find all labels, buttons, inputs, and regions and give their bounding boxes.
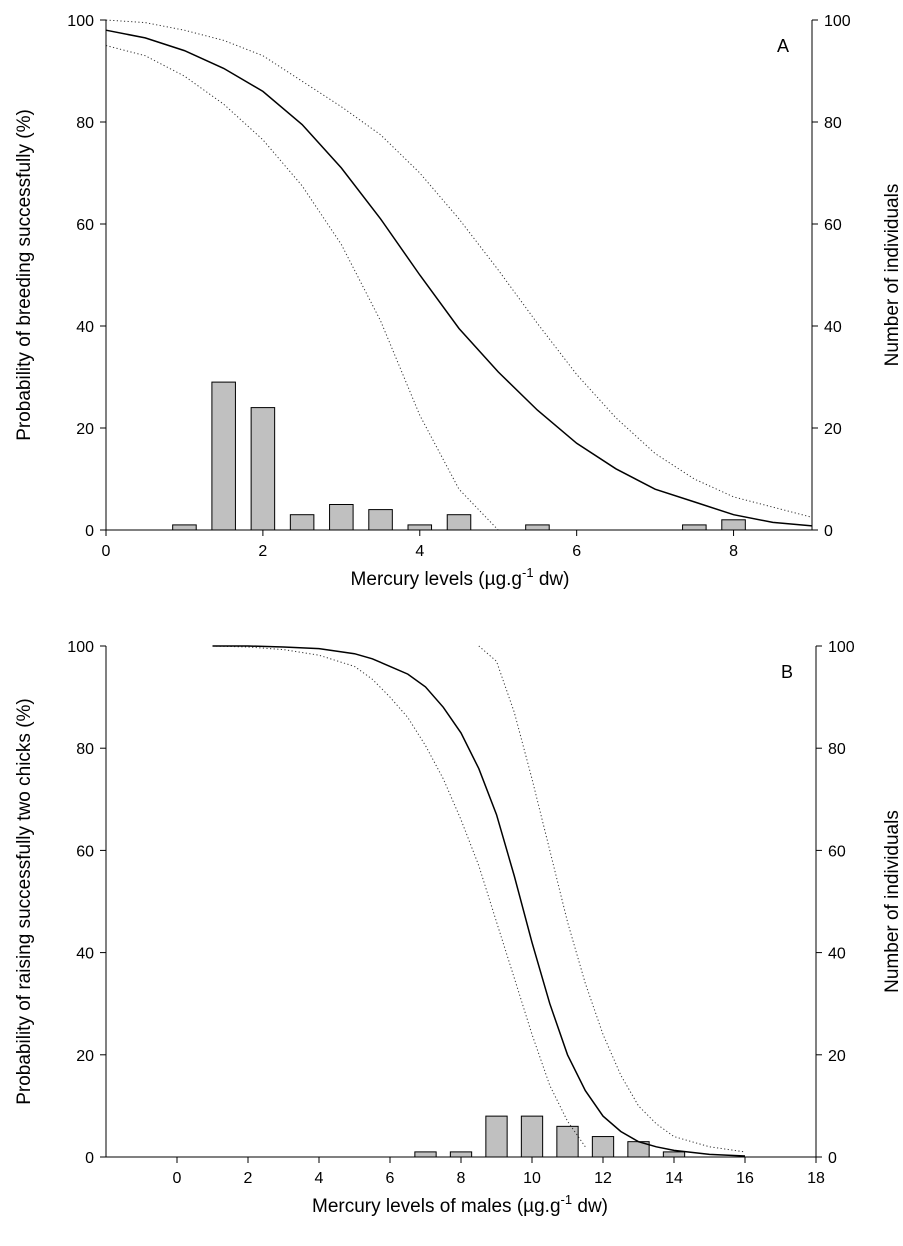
x-tick-label: 4	[315, 1170, 324, 1187]
histogram-bar	[211, 381, 236, 531]
histogram-bar	[525, 524, 550, 531]
x-axis-title-superscript: -1	[561, 1192, 573, 1207]
histogram-bar	[368, 509, 393, 531]
y-axis-left-title: Probability of raising successfully two …	[14, 698, 35, 1105]
y-left-tick-label: 100	[67, 639, 94, 656]
y-right-tick-label: 20	[828, 1048, 846, 1065]
y-right-tick-label: 100	[828, 639, 855, 656]
histogram-bar	[449, 1151, 473, 1158]
x-tick-label: 8	[457, 1170, 466, 1187]
y-left-tick-label: 40	[76, 319, 94, 336]
x-axis-title-tail: dw)	[534, 569, 570, 590]
x-axis-title-tail: dw)	[572, 1196, 608, 1217]
panel-label: B	[781, 662, 793, 682]
x-tick-label: 2	[258, 543, 267, 560]
histogram-bar	[414, 1151, 437, 1158]
x-tick-label: 16	[736, 1170, 754, 1187]
histogram-bar	[289, 514, 315, 531]
y-left-tick-label: 0	[85, 1150, 94, 1167]
y-left-tick-label: 100	[67, 13, 94, 30]
histogram-bar	[520, 1115, 544, 1158]
histogram-bar	[407, 524, 433, 531]
y-right-tick-label: 100	[824, 13, 851, 30]
x-tick-label: 2	[244, 1170, 253, 1187]
histogram-bar	[591, 1136, 615, 1158]
x-tick-label: 4	[415, 543, 424, 560]
x-axis-title-superscript: -1	[522, 565, 534, 580]
ci-upper-line	[478, 645, 746, 1153]
x-tick-label: 6	[386, 1170, 395, 1187]
y-right-tick-label: 40	[828, 946, 846, 963]
fitted-curve-line	[105, 29, 813, 527]
fitted-curve-line	[212, 645, 746, 1157]
y-left-tick-label: 60	[76, 217, 94, 234]
x-tick-label: 8	[729, 543, 738, 560]
y-right-tick-label: 60	[824, 217, 842, 234]
ci-upper-line	[105, 19, 813, 518]
y-right-tick-label: 60	[828, 843, 846, 860]
histogram-bar	[250, 407, 276, 531]
y-right-tick-label: 40	[824, 319, 842, 336]
y-left-tick-label: 80	[76, 741, 94, 758]
histogram-bar	[329, 504, 354, 531]
ci-lower-line	[212, 645, 586, 1148]
histogram-bar	[172, 524, 197, 531]
y-right-tick-label: 20	[824, 421, 842, 438]
x-tick-label: 14	[665, 1170, 683, 1187]
histogram-bar	[556, 1125, 579, 1158]
x-tick-label: 10	[523, 1170, 541, 1187]
y-left-tick-label: 40	[76, 946, 94, 963]
x-axis-title-main: Mercury levels of males (µg.g	[312, 1196, 561, 1217]
x-axis-title-main: Mercury levels (µg.g	[351, 569, 522, 590]
x-tick-label: 6	[572, 543, 581, 560]
x-axis-title: Mercury levels (µg.g-1 dw)	[351, 565, 570, 590]
x-tick-label: 0	[173, 1170, 182, 1187]
y-left-tick-label: 60	[76, 843, 94, 860]
histogram-bar	[662, 1151, 686, 1158]
histogram-bar	[446, 514, 472, 531]
histogram-bar	[721, 519, 746, 531]
panel-label: A	[777, 36, 789, 56]
ci-lower-line	[105, 45, 499, 531]
x-tick-label: 18	[807, 1170, 825, 1187]
y-right-tick-label: 0	[824, 523, 833, 540]
histogram-bar	[485, 1115, 508, 1158]
y-left-tick-label: 20	[76, 1048, 94, 1065]
y-left-tick-label: 80	[76, 115, 94, 132]
histogram-bar	[682, 524, 707, 531]
y-axis-right-title: Number of individuals	[882, 810, 903, 993]
x-tick-label: 12	[594, 1170, 612, 1187]
y-axis-left-title: Probability of breeding successfully (%)	[14, 109, 35, 441]
x-axis-title: Mercury levels of males (µg.g-1 dw)	[312, 1192, 608, 1217]
y-right-tick-label: 0	[828, 1150, 837, 1167]
x-tick-label: 0	[102, 543, 111, 560]
y-axis-right-title: Number of individuals	[882, 184, 903, 367]
y-left-tick-label: 20	[76, 421, 94, 438]
y-right-tick-label: 80	[828, 741, 846, 758]
y-left-tick-label: 0	[85, 523, 94, 540]
y-right-tick-label: 80	[824, 115, 842, 132]
